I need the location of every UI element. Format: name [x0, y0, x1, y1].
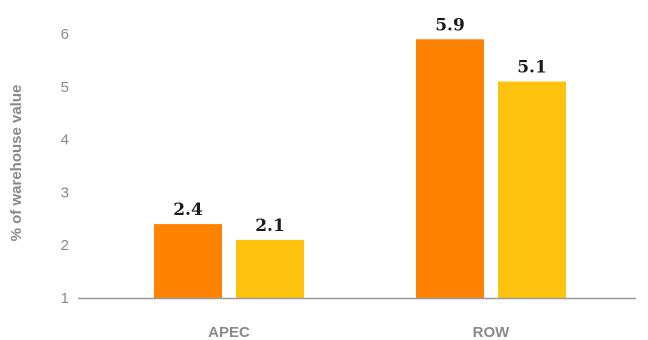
y-tick-label: 5: [61, 79, 69, 96]
bar-apec-series1: [154, 224, 222, 298]
bars-group: 2.4 2.1 5.9 5.1: [154, 15, 566, 299]
y-tick-label: 6: [61, 26, 69, 43]
bar-value-label: 2.4: [173, 200, 203, 220]
bar-row-series2: [498, 81, 566, 299]
x-category-label: ROW: [473, 324, 511, 340]
bar-value-label: 5.9: [435, 15, 465, 35]
x-axis-labels: APEC ROW: [208, 324, 510, 340]
bar-value-label: 2.1: [255, 216, 285, 236]
bar-apec-series2: [236, 239, 304, 298]
x-category-label: APEC: [208, 324, 250, 340]
y-tick-label: 4: [61, 132, 69, 149]
y-tick-label: 1: [61, 290, 69, 307]
bar-value-label: 5.1: [517, 58, 547, 78]
y-tick-label: 3: [61, 184, 69, 201]
bar-row-series1: [416, 39, 484, 298]
y-tick-label: 2: [61, 237, 69, 254]
y-axis-ticks: 1 2 3 4 5 6: [61, 26, 69, 307]
y-axis-title: % of warehouse value: [8, 85, 25, 242]
